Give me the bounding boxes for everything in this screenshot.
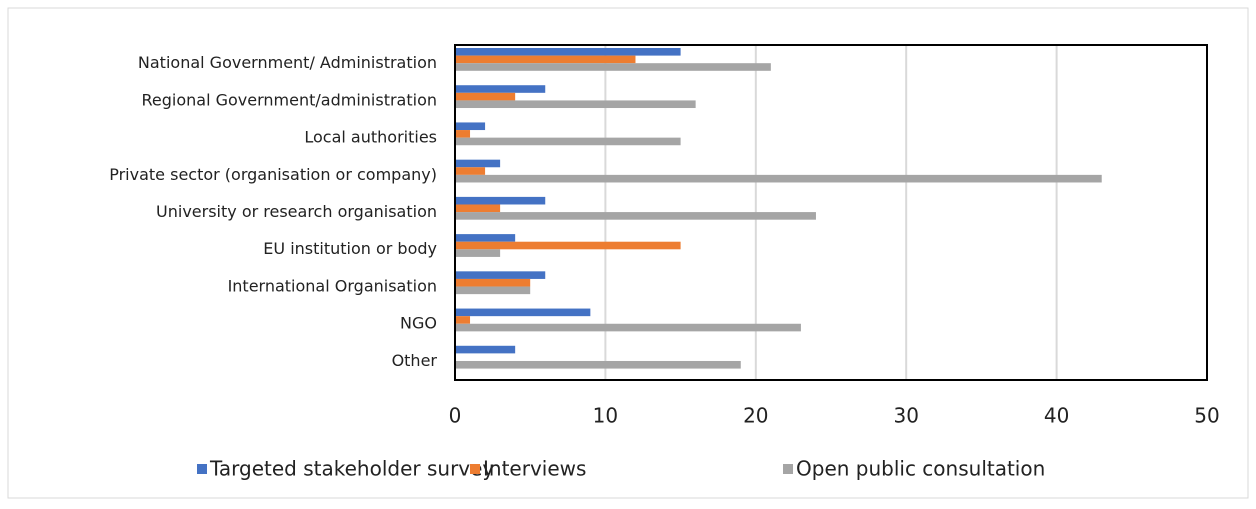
bar xyxy=(455,122,486,131)
legend-label: Targeted stakeholder survey xyxy=(209,457,494,481)
bar xyxy=(455,360,741,369)
bar xyxy=(455,100,696,109)
bar xyxy=(455,212,816,220)
x-tick-label: 10 xyxy=(593,404,618,428)
y-tick-label: Private sector (organisation or company) xyxy=(109,165,437,184)
bar xyxy=(455,271,546,279)
plot-border xyxy=(454,44,1208,381)
x-tick-label: 0 xyxy=(449,404,462,428)
bar xyxy=(455,234,516,242)
bar xyxy=(455,167,486,175)
x-tick-label: 40 xyxy=(1044,404,1069,428)
bar xyxy=(455,323,801,332)
legend-label: Open public consultation xyxy=(796,457,1045,481)
bar xyxy=(455,345,516,354)
legend-label: Interviews xyxy=(483,457,586,481)
bar xyxy=(455,130,471,138)
bar xyxy=(455,137,681,146)
x-tick-label: 30 xyxy=(893,404,918,428)
legend-swatch xyxy=(197,464,207,474)
legend-swatch xyxy=(470,464,480,474)
bar xyxy=(455,286,531,295)
bar xyxy=(455,174,1102,183)
bar xyxy=(455,55,636,64)
bar xyxy=(455,241,681,250)
legend-swatch xyxy=(783,464,793,474)
y-tick-label: NGO xyxy=(400,314,437,333)
bar xyxy=(455,85,546,93)
bar xyxy=(455,196,546,205)
x-tick-label: 50 xyxy=(1194,404,1219,428)
y-tick-label: University or research organisation xyxy=(156,202,437,221)
bar xyxy=(455,92,516,101)
y-tick-label: Local authorities xyxy=(304,128,437,147)
bar xyxy=(455,159,501,168)
y-tick-label: Other xyxy=(392,351,438,370)
chart-frame xyxy=(7,7,1249,499)
bar xyxy=(455,204,501,213)
bar xyxy=(455,48,681,56)
bar xyxy=(455,278,531,287)
bar xyxy=(455,249,501,257)
x-tick-label: 20 xyxy=(743,404,768,428)
bar xyxy=(455,316,471,324)
y-tick-label: International Organisation xyxy=(228,276,437,295)
y-tick-label: Regional Government/administration xyxy=(142,90,438,109)
bar xyxy=(455,308,591,317)
bar xyxy=(455,63,771,71)
y-tick-label: National Government/ Administration xyxy=(138,53,437,72)
y-tick-label: EU institution or body xyxy=(263,239,437,258)
